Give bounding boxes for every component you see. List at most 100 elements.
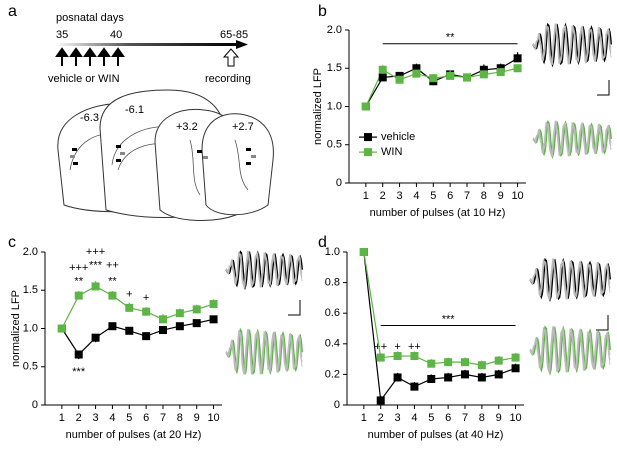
lfp-trace (532, 120, 612, 158)
y-tick-label: 0.5 (23, 361, 38, 373)
series-line (365, 67, 518, 107)
data-point (57, 324, 66, 333)
annotation: + (394, 341, 400, 353)
x-tick-label: 1 (363, 190, 369, 202)
data-point (513, 54, 522, 63)
data-point (209, 315, 218, 324)
x-tick-label: 7 (462, 412, 468, 424)
data-point (395, 75, 404, 84)
recording-label: recording (205, 73, 251, 85)
annotation: +++ (86, 246, 105, 258)
data-point (427, 359, 436, 368)
annotation: + (143, 292, 149, 304)
x-tick-label: 4 (413, 190, 419, 202)
x-tick-label: 3 (397, 190, 403, 202)
series-line (61, 318, 214, 356)
timeline-title: posnatal days (56, 12, 124, 24)
data-point (393, 373, 402, 382)
data-point (159, 315, 167, 324)
lfp-trace (529, 258, 611, 300)
brain-structure (189, 139, 201, 196)
x-tick-label: 1 (59, 412, 65, 424)
panel-label: b (318, 3, 327, 20)
section-label: +3.2 (176, 121, 198, 133)
data-point (511, 353, 520, 362)
panel-label: c (8, 234, 16, 251)
series-line (61, 285, 214, 329)
lfp-trace (529, 325, 611, 376)
data-point (477, 373, 486, 382)
x-tick-label: 2 (76, 412, 82, 424)
data-point (125, 326, 134, 335)
recording-arrow (222, 48, 240, 67)
y-tick-label: 2.0 (327, 24, 342, 36)
data-point (494, 370, 503, 379)
data-point (446, 71, 455, 80)
y-tick-label: 2.0 (23, 246, 38, 258)
x-tick-label: 8 (479, 412, 485, 424)
x-tick-label: 1 (361, 412, 367, 424)
x-tick-label: 4 (109, 412, 115, 424)
x-tick-label: 6 (143, 412, 149, 424)
data-point (412, 64, 421, 73)
panel-a: a posnatal days 35 40 65-85 vehicle or W… (8, 3, 274, 221)
data-point (479, 65, 488, 74)
injection-arrows (55, 47, 125, 66)
annotation: ** (74, 276, 83, 288)
x-tick-label: 8 (481, 190, 487, 202)
x-tick-label: 9 (194, 412, 200, 424)
series-line (365, 57, 518, 107)
y-axis-label: normalized LFP (312, 68, 324, 145)
data-point (463, 73, 471, 82)
data-point (444, 373, 453, 382)
data-point (91, 333, 100, 342)
x-tick-label: 3 (93, 412, 99, 424)
x-tick-label: 3 (395, 412, 401, 424)
lfp-trace (225, 250, 303, 289)
y-axis-label: normalized LFP (10, 290, 22, 367)
data-point (91, 282, 100, 291)
legend-marker (364, 148, 372, 157)
annotation: *** (89, 260, 103, 272)
annotation: *** (72, 366, 86, 378)
x-tick-label: 6 (447, 190, 453, 202)
annotation: + (126, 289, 132, 301)
lfp-trace (225, 250, 303, 288)
data-point (477, 361, 486, 370)
scale-bar (596, 315, 609, 331)
y-tick-label: 1.5 (23, 284, 38, 296)
lfp-trace (529, 326, 611, 374)
y-tick-label: 0.2 (325, 368, 340, 380)
x-axis-label: number of pulses (at 10 Hz) (370, 207, 506, 219)
lfp-trace (226, 328, 303, 375)
annotation: +++ (69, 262, 88, 274)
series-line (363, 251, 516, 402)
series-line (363, 251, 516, 366)
x-tick-label: 7 (160, 412, 166, 424)
y-tick-label: 1.0 (327, 100, 342, 112)
data-point (159, 326, 167, 335)
x-axis-label: number of pulses (at 20 Hz) (66, 429, 202, 441)
data-point (74, 350, 83, 359)
lfp-trace (529, 257, 611, 302)
data-point (376, 353, 385, 362)
data-point (393, 352, 402, 361)
x-tick-label: 10 (511, 190, 523, 202)
scale-bar (288, 300, 301, 316)
y-tick-label: 1.0 (325, 246, 340, 258)
data-point (142, 307, 151, 316)
lfp-trace (532, 23, 612, 66)
data-point (496, 68, 505, 77)
data-point (142, 332, 151, 341)
lfp-trace (225, 328, 303, 375)
lfp-trace (225, 250, 303, 288)
timeline-head (236, 40, 248, 49)
lfp-trace (225, 329, 303, 376)
lfp-trace (529, 325, 611, 373)
panel-label: a (8, 3, 17, 20)
data-point (410, 382, 419, 391)
scale-bar (597, 80, 610, 96)
day-label: 35 (56, 29, 68, 41)
legend-label: WIN (381, 146, 402, 158)
